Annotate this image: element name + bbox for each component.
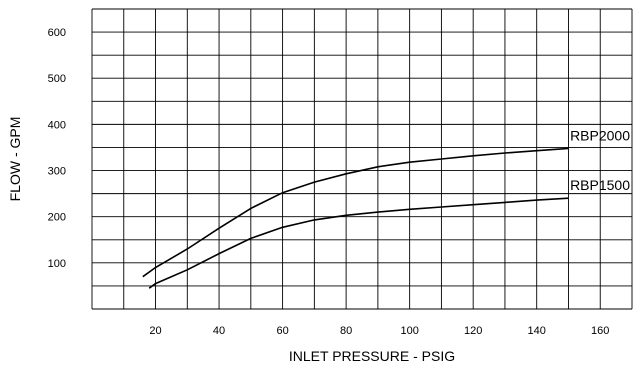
y-tick-label: 300 [48,166,66,178]
x-tick-label: 20 [149,325,161,337]
y-axis-title: FLOW - GPM [7,117,23,202]
series-line-rbp1500 [148,197,569,289]
series-label-rbp1500: RBP1500 [570,177,630,193]
x-tick-label: 60 [276,325,288,337]
x-tick-label: 100 [400,325,418,337]
x-tick-label: 80 [340,325,352,337]
tick-labels: 20 40 60 80 100 120 140 160 100 200 300 400 500 600 [48,27,610,337]
x-tick-label: 160 [591,325,609,337]
x-axis-title: INLET PRESSURE - PSIG [289,348,455,364]
x-tick-label: 40 [213,325,225,337]
y-tick-label: 400 [48,119,66,131]
series: RBP2000 RBP1500 [142,127,630,289]
grid [91,8,633,310]
x-tick-label: 120 [464,325,482,337]
y-tick-label: 600 [48,27,66,39]
series-line-rbp2000 [142,147,569,278]
y-tick-label: 500 [48,73,66,85]
x-tick-label: 140 [528,325,546,337]
y-tick-label: 200 [48,212,66,224]
series-label-rbp2000: RBP2000 [570,127,630,143]
y-tick-label: 100 [48,258,66,270]
